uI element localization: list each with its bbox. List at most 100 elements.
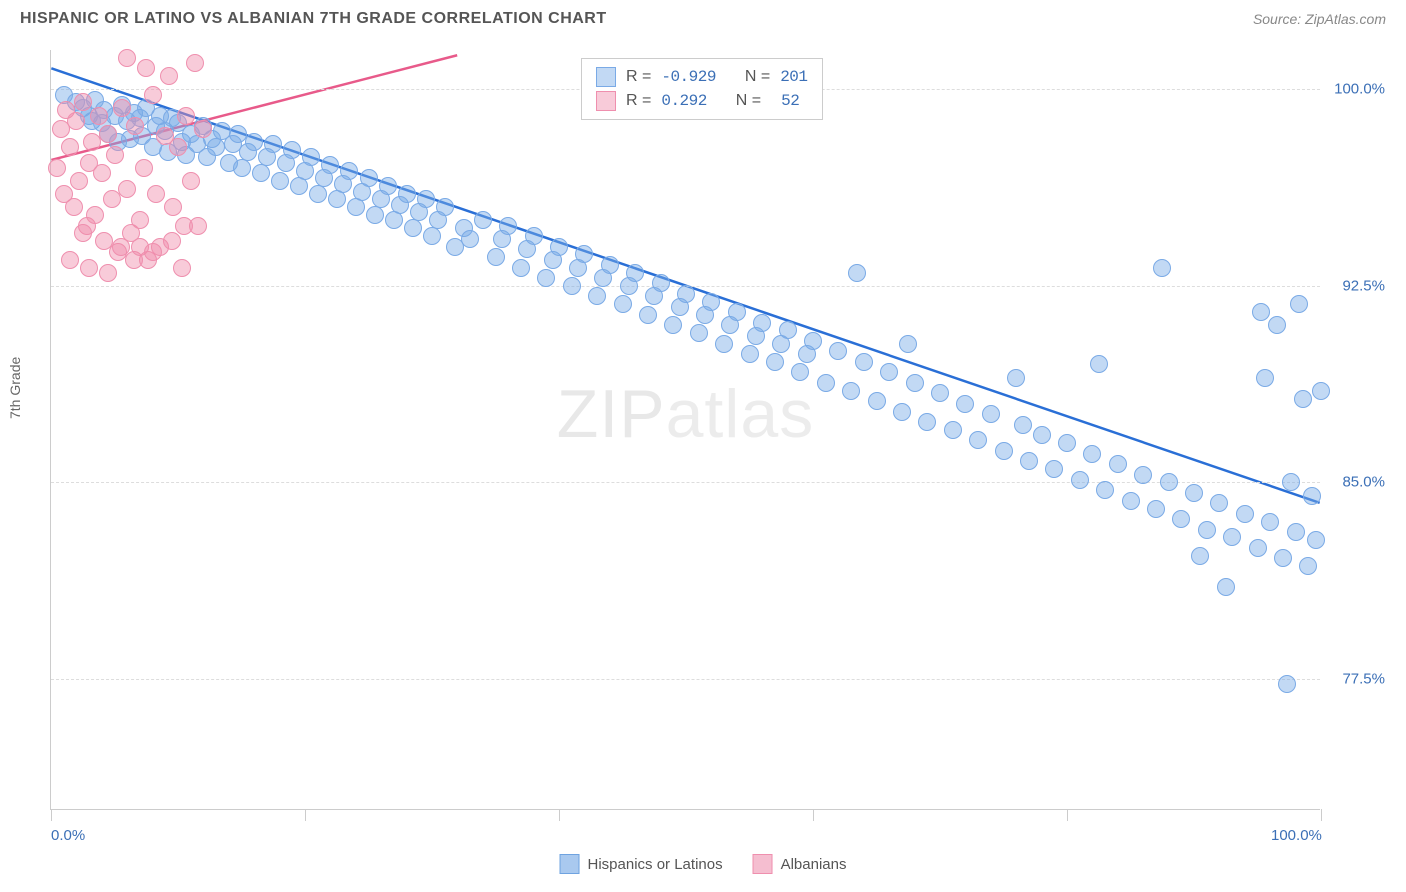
scatter-point <box>1261 513 1279 531</box>
scatter-point <box>1090 355 1108 373</box>
scatter-point <box>1191 547 1209 565</box>
scatter-point <box>1134 466 1152 484</box>
scatter-point <box>194 120 212 138</box>
scatter-point <box>233 159 251 177</box>
scatter-point <box>48 159 66 177</box>
legend-swatch <box>753 854 773 874</box>
scatter-point <box>1172 510 1190 528</box>
scatter-point <box>93 164 111 182</box>
scatter-point <box>499 217 517 235</box>
scatter-point <box>385 211 403 229</box>
scatter-point <box>614 295 632 313</box>
scatter-point <box>1160 473 1178 491</box>
scatter-point <box>956 395 974 413</box>
scatter-point <box>906 374 924 392</box>
scatter-point <box>1268 316 1286 334</box>
scatter-point <box>1210 494 1228 512</box>
scatter-point <box>118 180 136 198</box>
scatter-point <box>791 363 809 381</box>
legend-r-value: -0.929 <box>661 68 716 86</box>
scatter-point <box>1287 523 1305 541</box>
scatter-point <box>1299 557 1317 575</box>
scatter-point <box>366 206 384 224</box>
scatter-point <box>70 172 88 190</box>
x-tick <box>559 809 560 821</box>
scatter-point <box>90 107 108 125</box>
scatter-point <box>1290 295 1308 313</box>
bottom-legend-item: Albanians <box>753 854 847 874</box>
scatter-point <box>601 256 619 274</box>
legend-swatch <box>596 67 616 87</box>
watermark-thin: atlas <box>666 376 815 452</box>
scatter-point <box>1274 549 1292 567</box>
scatter-point <box>1122 492 1140 510</box>
scatter-point <box>766 353 784 371</box>
x-tick <box>305 809 306 821</box>
grid-line-h <box>51 482 1320 483</box>
scatter-point <box>113 99 131 117</box>
scatter-point <box>99 264 117 282</box>
scatter-point <box>899 335 917 353</box>
chart-source: Source: ZipAtlas.com <box>1253 11 1386 27</box>
scatter-point <box>252 164 270 182</box>
scatter-point <box>1252 303 1270 321</box>
bottom-legend: Hispanics or Latinos Albanians <box>560 854 847 874</box>
y-tick-label: 85.0% <box>1342 474 1385 491</box>
scatter-point <box>1282 473 1300 491</box>
scatter-point <box>271 172 289 190</box>
scatter-point <box>1083 445 1101 463</box>
scatter-point <box>880 363 898 381</box>
scatter-point <box>1294 390 1312 408</box>
scatter-point <box>525 227 543 245</box>
stats-legend-row: R =-0.929 N =201 <box>596 65 808 89</box>
scatter-point <box>512 259 530 277</box>
bottom-legend-label: Hispanics or Latinos <box>588 856 723 873</box>
scatter-point <box>626 264 644 282</box>
scatter-point <box>186 54 204 72</box>
grid-line-h <box>51 679 1320 680</box>
scatter-point <box>1096 481 1114 499</box>
scatter-point <box>74 224 92 242</box>
y-tick-label: 92.5% <box>1342 277 1385 294</box>
scatter-point <box>398 185 416 203</box>
y-tick-label: 77.5% <box>1342 670 1385 687</box>
x-tick <box>813 809 814 821</box>
scatter-point <box>207 138 225 156</box>
scatter-point <box>563 277 581 295</box>
scatter-point <box>283 141 301 159</box>
scatter-point <box>474 211 492 229</box>
scatter-point <box>436 198 454 216</box>
scatter-point <box>1307 531 1325 549</box>
scatter-point <box>163 232 181 250</box>
scatter-point <box>417 190 435 208</box>
scatter-point <box>169 138 187 156</box>
scatter-point <box>245 133 263 151</box>
scatter-point <box>309 185 327 203</box>
scatter-point <box>817 374 835 392</box>
scatter-point <box>1223 528 1241 546</box>
scatter-point <box>537 269 555 287</box>
scatter-point <box>995 442 1013 460</box>
scatter-point <box>550 238 568 256</box>
scatter-point <box>160 67 178 85</box>
legend-n-label: N = <box>745 68 770 86</box>
scatter-point <box>690 324 708 342</box>
scatter-point <box>321 156 339 174</box>
scatter-point <box>944 421 962 439</box>
scatter-point <box>1147 500 1165 518</box>
chart-container: 7th Grade ZIPatlas 77.5%85.0%92.5%100.0%… <box>50 50 1386 832</box>
scatter-point <box>177 107 195 125</box>
scatter-point <box>575 245 593 263</box>
scatter-point <box>969 431 987 449</box>
legend-r-label: R = <box>626 68 651 86</box>
scatter-point <box>753 314 771 332</box>
x-tick <box>1067 809 1068 821</box>
scatter-point <box>848 264 866 282</box>
scatter-point <box>83 133 101 151</box>
scatter-point <box>1020 452 1038 470</box>
legend-n-label: N = <box>736 92 761 110</box>
scatter-point <box>1033 426 1051 444</box>
scatter-point <box>1278 675 1296 693</box>
scatter-point <box>328 190 346 208</box>
scatter-point <box>360 169 378 187</box>
